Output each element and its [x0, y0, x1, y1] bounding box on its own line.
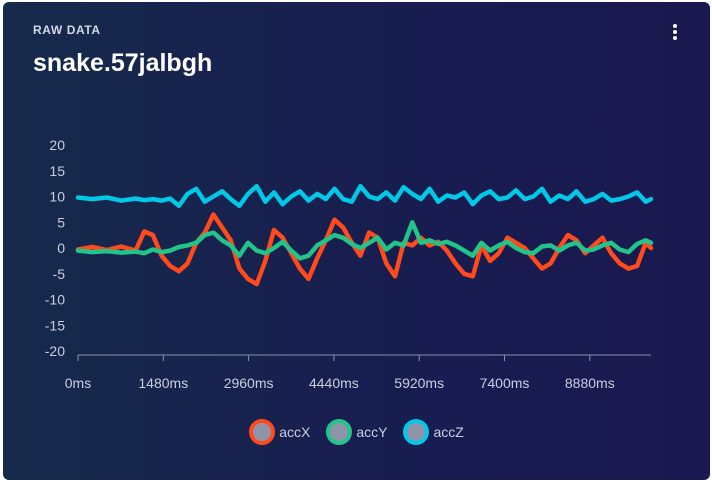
menu-dot: [673, 36, 677, 40]
x-tick-label: 8880ms: [565, 375, 615, 391]
y-tick-label: 10: [49, 189, 65, 205]
legend-item-accY[interactable]: accY: [326, 419, 387, 445]
x-tick-label: 2960ms: [224, 375, 274, 391]
y-tick-label: -15: [45, 317, 65, 333]
card-eyebrow: RAW DATA: [33, 23, 101, 37]
card-title: snake.57jalbgh: [33, 49, 213, 77]
legend-item-accX[interactable]: accX: [249, 419, 310, 445]
series-line-accY: [75, 220, 654, 261]
legend-label: accY: [356, 424, 388, 440]
raw-data-card: RAW DATA snake.57jalbgh 20 15 10 5 0 -5 -10 -15…: [3, 2, 710, 480]
legend-swatch-icon: [403, 419, 430, 445]
menu-dot: [673, 30, 677, 34]
x-tick-label: 1480ms: [138, 375, 188, 391]
legend-swatch-icon: [249, 419, 276, 445]
y-tick-label: -5: [53, 266, 66, 282]
y-tick-label: -10: [45, 292, 65, 308]
y-tick-label: 15: [49, 163, 65, 179]
y-tick-label: 0: [57, 240, 65, 256]
raw-data-line-chart: 20 15 10 5 0 -5 -10 -15 -20 0ms 1480ms 2960ms 4440m…: [45, 137, 654, 391]
legend-label: accX: [279, 424, 311, 440]
x-tick-label: 4440ms: [309, 375, 359, 391]
y-tick-label: -20: [45, 343, 65, 359]
x-tick-label: 5920ms: [394, 375, 444, 391]
y-tick-label: 20: [49, 137, 65, 153]
y-tick-label: 5: [57, 214, 65, 230]
legend-item-accZ[interactable]: accZ: [403, 419, 464, 445]
menu-dot: [673, 24, 677, 28]
x-axis: 0ms 1480ms 2960ms 4440ms 5920ms 7400ms 8880ms: [65, 354, 651, 391]
x-tick-label: 0ms: [65, 375, 91, 391]
chart-series-lines: [75, 183, 654, 287]
chart-legend: accX accY accZ: [3, 419, 710, 445]
more-vertical-icon[interactable]: [665, 20, 685, 44]
legend-label: accZ: [433, 424, 464, 440]
y-axis-tick-labels: 20 15 10 5 0 -5 -10 -15 -20: [45, 137, 65, 359]
series-line-accZ: [75, 183, 654, 209]
legend-swatch-icon: [326, 419, 353, 445]
x-tick-label: 7400ms: [480, 375, 530, 391]
